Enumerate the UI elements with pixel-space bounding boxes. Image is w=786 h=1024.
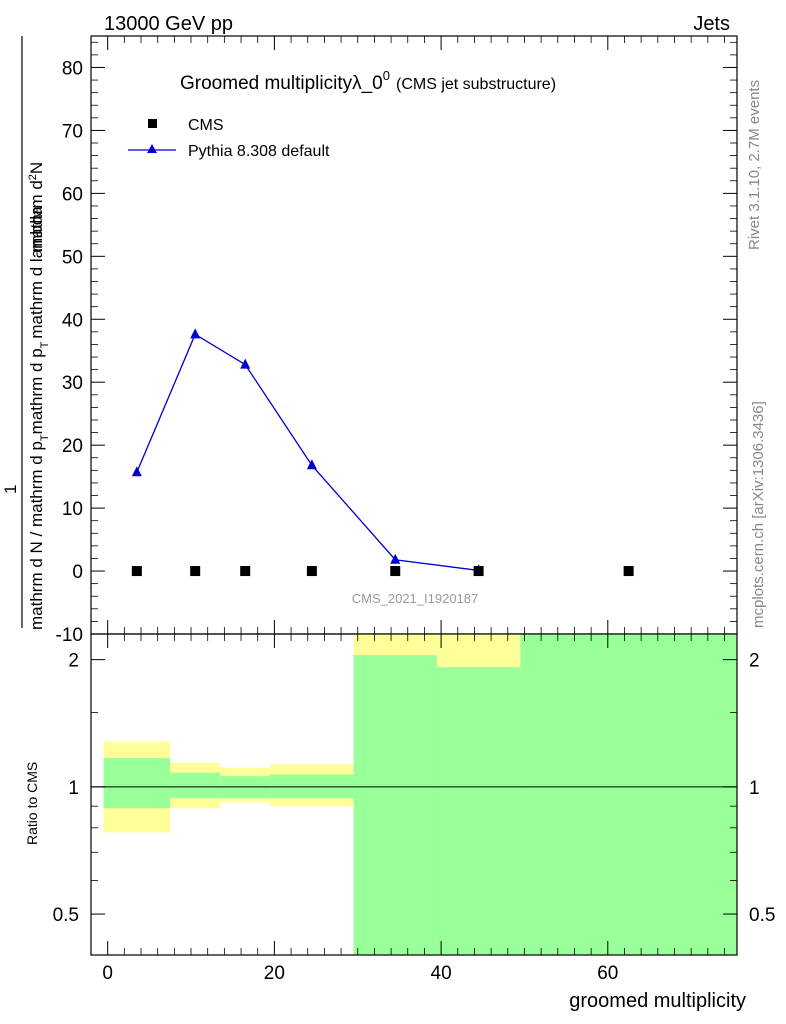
- ratio-band-inner: [353, 655, 437, 955]
- pythia-point: [390, 553, 401, 564]
- ratio-frame: [90, 633, 738, 956]
- ratio-band-inner: [520, 634, 737, 955]
- y-tick-label: 10: [62, 499, 83, 520]
- legend-pythia-marker: [147, 144, 157, 153]
- mcplots-label: mcplots.cern.ch [arXiv:1306.3436]: [750, 401, 767, 628]
- ratio-band-layer: [103, 634, 737, 955]
- rivet-info-label: Rivet 3.1.10, 2.7M events: [746, 80, 763, 250]
- analysis-watermark: CMS_2021_I1920187: [352, 591, 479, 606]
- ratio-y-tick-label-right: 2: [749, 651, 760, 672]
- legend: CMS Pythia 8.308 default: [128, 117, 330, 160]
- legend-cms-label: CMS: [188, 117, 224, 134]
- x-axis: 0 20 40 60: [102, 634, 725, 984]
- plot-title-suffix: (CMS jet substructure): [396, 76, 556, 93]
- header-energy-label: 13000 GeV pp: [104, 13, 233, 35]
- ratio-y-tick-label: 2: [68, 651, 79, 672]
- ratio-band-inner: [170, 772, 221, 799]
- main-series-layer: [131, 328, 634, 577]
- ratio-band-inner: [270, 774, 354, 799]
- x-tick-label: 60: [597, 963, 618, 984]
- ylabel-numerator: mathrm d2N: [27, 162, 46, 252]
- ylabel-prefix-denominator: mathrm d N / mathrm d pTmathrm d pTmathr…: [27, 206, 51, 630]
- y-tick-label: 60: [62, 184, 83, 205]
- pythia-line: [136, 333, 479, 572]
- legend-pythia-label: Pythia 8.308 default: [188, 143, 330, 160]
- header-category-label: Jets: [693, 13, 730, 35]
- ratio-band-inner: [103, 758, 171, 809]
- y-tick-label: 20: [62, 436, 83, 457]
- ratio-y-tick-label: 0.5: [53, 905, 79, 926]
- y-tick-label: 30: [62, 373, 83, 394]
- y-tick-label: 0: [72, 562, 83, 583]
- ratio-y-axis-label: Ratio to CMS: [24, 762, 40, 845]
- cms-point: [306, 566, 317, 577]
- x-tick-label: 0: [102, 963, 113, 984]
- plot-title-sup: 0: [383, 68, 390, 83]
- y-tick-label: 50: [62, 247, 83, 268]
- x-tick-label: 20: [264, 963, 285, 984]
- pythia-point: [190, 328, 201, 339]
- ratio-y-axis: 0.5 0.5 1 1 2 2: [53, 651, 776, 926]
- plot-title-main: Groomed multiplicityλ_0: [180, 73, 383, 94]
- cms-point: [131, 566, 142, 577]
- pythia-point: [240, 358, 251, 369]
- cms-point: [623, 566, 634, 577]
- ylabel-prefix-numerator: 1: [1, 485, 20, 494]
- cms-point: [190, 566, 201, 577]
- main-y-axis-label: mathrm d2N mathrm d N / mathrm d pTmathr…: [1, 36, 51, 630]
- y-tick-label: 70: [62, 121, 83, 142]
- x-tick-label: 40: [431, 963, 452, 984]
- plot-title: Groomed multiplicityλ_00 (CMS jet substru…: [180, 68, 556, 94]
- cms-point: [473, 566, 484, 577]
- pythia-point: [131, 466, 142, 477]
- legend-cms-marker: [148, 119, 157, 128]
- pythia-point: [306, 459, 317, 470]
- cms-point: [240, 566, 251, 577]
- ratio-y-tick-label: 1: [68, 778, 79, 799]
- x-axis-label: groomed multiplicity: [569, 990, 746, 1012]
- ratio-band-inner: [436, 667, 521, 955]
- y-tick-label: 40: [62, 310, 83, 331]
- main-y-axis: -10 0 10 20 30 40 50 60 70 80: [56, 36, 737, 646]
- ratio-y-tick-label-right: 1: [749, 778, 760, 799]
- ratio-plot-area: [90, 633, 738, 956]
- y-tick-label: -10: [56, 625, 83, 646]
- cms-point: [390, 566, 401, 577]
- ratio-y-tick-label-right: 0.5: [749, 905, 775, 926]
- y-tick-label: 80: [62, 58, 83, 79]
